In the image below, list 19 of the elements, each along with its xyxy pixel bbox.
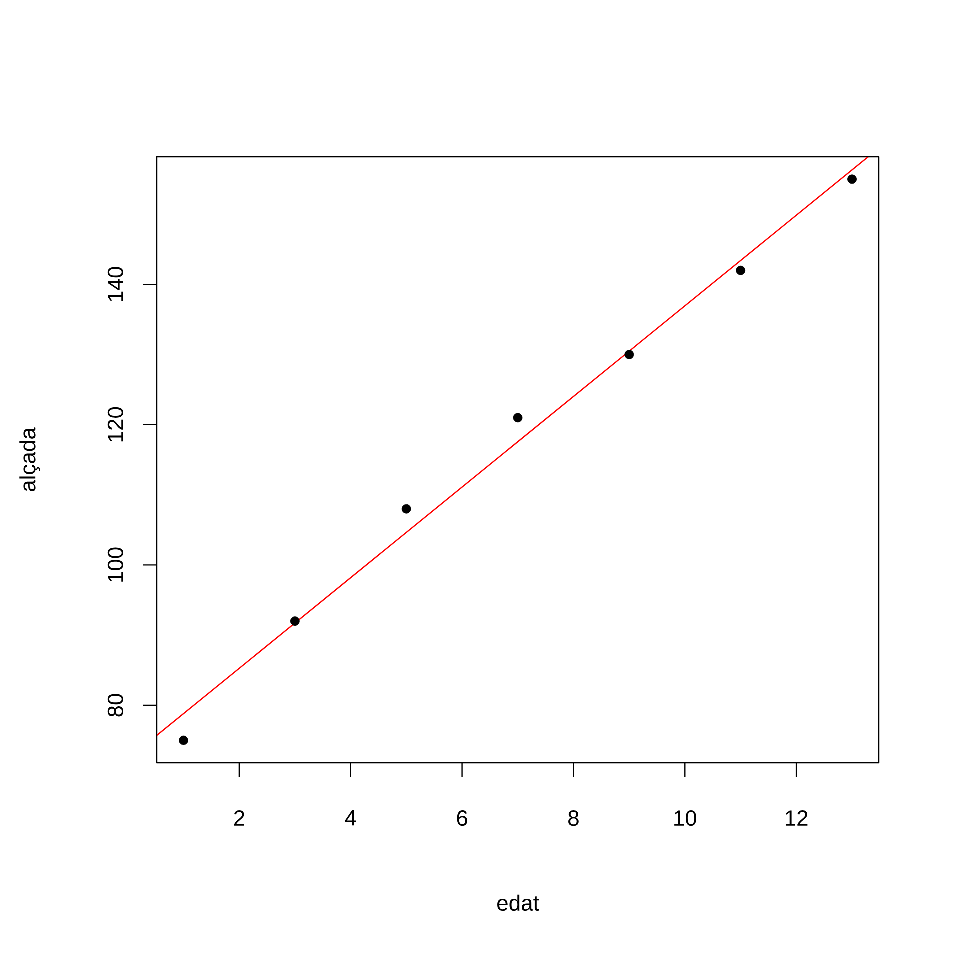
x-tick-label: 10: [674, 810, 697, 826]
x-tick-label: 8: [568, 810, 579, 826]
point: [848, 174, 857, 184]
point: [624, 350, 634, 360]
x-tick-label: 6: [457, 810, 468, 826]
point: [179, 736, 188, 746]
y-axis-title: alçada: [20, 428, 40, 492]
y-tick-label: 80: [108, 694, 124, 717]
point: [290, 616, 300, 626]
y-tick-label: 140: [108, 267, 124, 302]
x-tick-label: 12: [786, 810, 808, 826]
y-tick-label: 100: [108, 548, 124, 582]
x-tick-label: 4: [345, 810, 356, 826]
y-tick-label: 120: [108, 407, 124, 442]
point: [736, 266, 746, 276]
point: [402, 504, 412, 514]
x-axis-title: edat: [498, 894, 540, 912]
x-tick-label: 2: [234, 810, 244, 826]
point: [513, 413, 523, 423]
